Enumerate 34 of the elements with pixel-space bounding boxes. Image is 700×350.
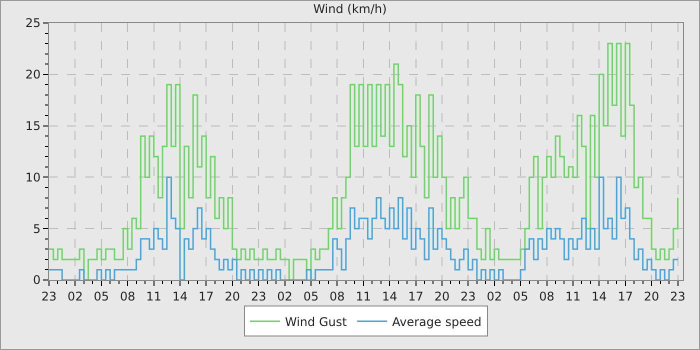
- x-tick-label: 11: [356, 289, 372, 304]
- x-tick-label: 05: [512, 289, 528, 304]
- x-tick-label: 05: [303, 289, 319, 304]
- y-tick-label: 15: [25, 119, 41, 133]
- x-tick-label: 17: [618, 289, 633, 304]
- x-tick-label: 11: [565, 289, 581, 304]
- y-tick-label: 20: [25, 68, 41, 82]
- x-tick-label: 20: [434, 289, 450, 304]
- x-tick-label: 02: [68, 289, 83, 304]
- x-tick-label: 02: [277, 289, 292, 304]
- y-tick-label: 5: [32, 222, 41, 236]
- x-tick-label: 02: [486, 289, 502, 304]
- y-tick-label: 25: [25, 16, 41, 30]
- x-tick-label: 17: [198, 289, 214, 304]
- x-tick-label: 14: [592, 289, 607, 304]
- x-tick-label: 05: [94, 289, 110, 304]
- x-tick-label: 11: [146, 289, 162, 304]
- x-tick-label: 23: [460, 289, 476, 304]
- legend-label: Average speed: [392, 314, 482, 329]
- legend-label: Wind Gust: [285, 314, 348, 329]
- y-tick-label: 10: [25, 170, 41, 184]
- x-tick-label: 08: [539, 289, 554, 304]
- x-tick-label: 08: [330, 289, 345, 304]
- x-tick-label: 23: [41, 289, 57, 304]
- x-tick-label: 23: [250, 289, 266, 304]
- y-tick-label: 0: [32, 273, 41, 288]
- x-tick-label: 20: [644, 289, 660, 304]
- x-tick-label: 14: [172, 289, 188, 304]
- x-tick-label: 23: [670, 289, 686, 304]
- chart-title: Wind (km/h): [313, 2, 387, 16]
- x-tick-label: 17: [408, 289, 424, 304]
- x-tick-label: 14: [382, 289, 398, 304]
- x-tick-label: 08: [120, 289, 136, 304]
- x-tick-label: 20: [224, 289, 240, 304]
